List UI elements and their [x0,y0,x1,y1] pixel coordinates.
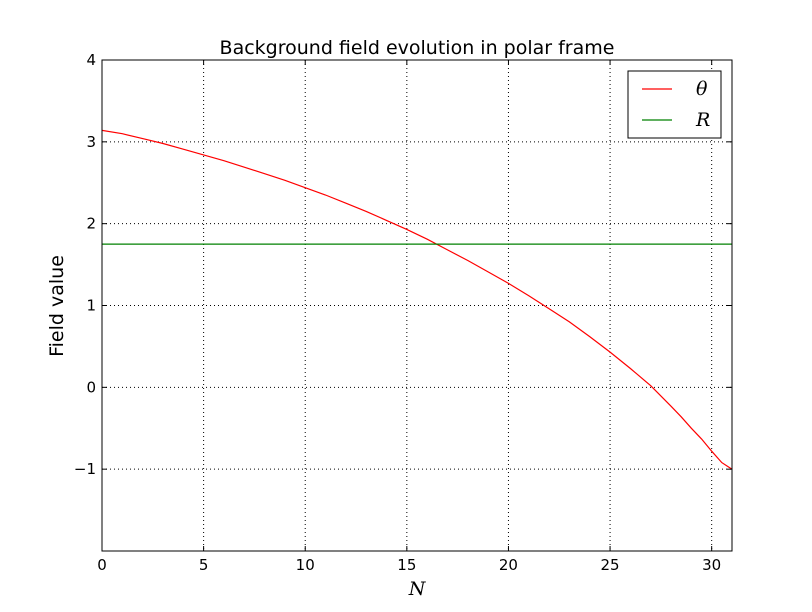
x-tick-label-6: 30 [702,556,721,574]
x-tick-label-1: 5 [199,556,209,574]
x-tick-label-2: 10 [296,556,315,574]
x-tick-label-4: 20 [499,556,518,574]
x-axis-label: N [408,578,427,600]
y-tick-label-5: 4 [86,51,96,69]
y-tick-label-3: 2 [86,215,96,233]
x-tick-label-5: 25 [601,556,620,574]
y-tick-label-2: 1 [86,297,96,315]
y-axis-label: Field value [46,255,68,357]
series-line-0 [102,129,732,470]
y-tick-label-1: 0 [86,378,96,396]
x-tick-label-0: 0 [97,556,107,574]
series-group [102,129,732,470]
x-tick-label-3: 15 [397,556,416,574]
axis-ticks: 0 5 10 15 20 25 30 −1 0 1 2 3 4 [74,51,732,574]
grid [101,60,732,551]
y-tick-label-0: −1 [74,460,96,478]
legend-label-1: R [695,109,710,131]
chart-title: Background field evolution in polar fram… [220,37,615,59]
legend: θR [627,70,722,139]
y-tick-label-4: 3 [86,133,96,151]
legend-box [627,70,722,139]
plot-area [102,129,732,470]
legend-label-0: θ [696,78,708,100]
